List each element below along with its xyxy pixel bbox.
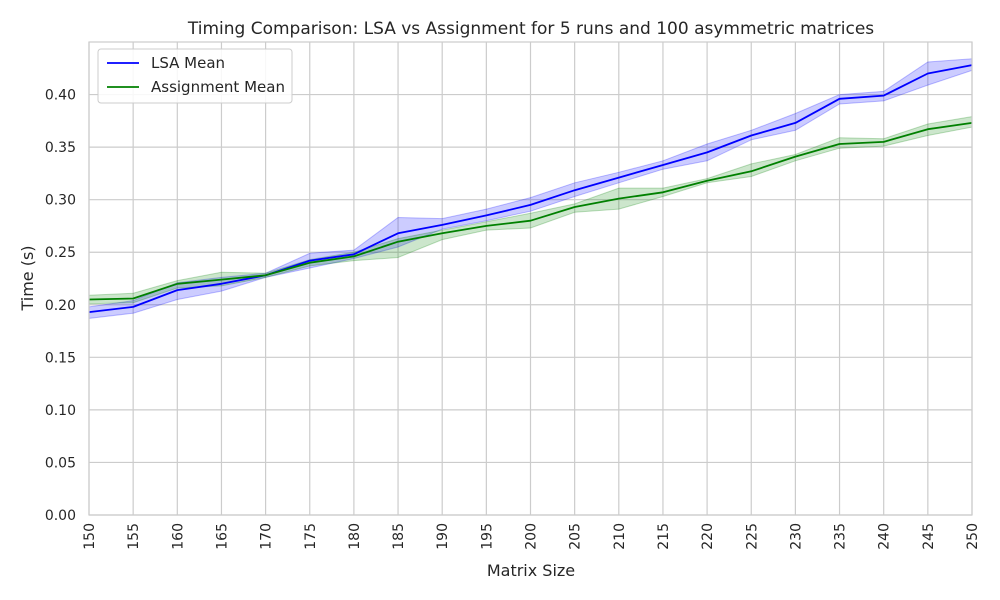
y-tick-label: 0.30 — [45, 193, 76, 209]
y-tick-label: 0.25 — [45, 245, 76, 261]
legend: LSA Mean Assignment Mean — [97, 48, 293, 104]
x-tick-label: 155 — [126, 523, 142, 550]
y-tick-labels: 0.00 0.05 0.10 0.15 0.20 0.25 0.30 0.35 0.40 — [45, 88, 76, 524]
x-tick-label: 250 — [965, 523, 981, 550]
chart-title: Timing Comparison: LSA vs Assignment for… — [187, 19, 874, 39]
x-tick-label: 210 — [612, 523, 628, 550]
x-tick-label: 170 — [259, 523, 275, 550]
line-assignment — [88, 122, 973, 301]
x-axis-label: Matrix Size — [487, 561, 575, 580]
x-tick-label: 180 — [347, 523, 363, 550]
x-tick-label: 240 — [877, 523, 893, 550]
y-tick-label: 0.00 — [45, 508, 76, 524]
x-tick-label: 200 — [524, 523, 540, 550]
x-tick-label: 160 — [170, 523, 186, 550]
y-tick-label: 0.05 — [45, 455, 76, 471]
legend-box — [97, 48, 293, 104]
x-tick-label: 190 — [435, 523, 451, 550]
x-tick-label: 215 — [656, 523, 672, 550]
x-tick-label: 185 — [391, 523, 407, 550]
y-tick-label: 0.20 — [45, 298, 76, 314]
x-tick-label: 205 — [568, 523, 584, 550]
y-tick-label: 0.35 — [45, 140, 76, 156]
y-tick-label: 0.40 — [45, 88, 76, 104]
line-lsa — [88, 64, 973, 313]
x-tick-label: 245 — [921, 523, 937, 550]
y-tick-label: 0.15 — [45, 350, 76, 366]
x-tick-labels: 150 155 160 165 170 175 180 185 190 195 200 205 210 2… — [82, 523, 981, 550]
x-tick-label: 150 — [82, 523, 98, 550]
x-tick-label: 165 — [214, 523, 230, 550]
x-tick-label: 230 — [788, 523, 804, 550]
x-tick-label: 235 — [833, 523, 849, 550]
legend-label-assignment: Assignment Mean — [151, 78, 285, 96]
x-tick-label: 220 — [700, 523, 716, 550]
plot-frame — [88, 41, 973, 516]
x-tick-label: 175 — [303, 523, 319, 550]
series-lines — [88, 64, 973, 313]
x-tick-label: 225 — [744, 523, 760, 550]
legend-label-lsa: LSA Mean — [151, 54, 225, 72]
y-tick-label: 0.10 — [45, 403, 76, 419]
y-axis-label: Time (s) — [18, 245, 37, 311]
x-tick-label: 195 — [479, 523, 495, 550]
